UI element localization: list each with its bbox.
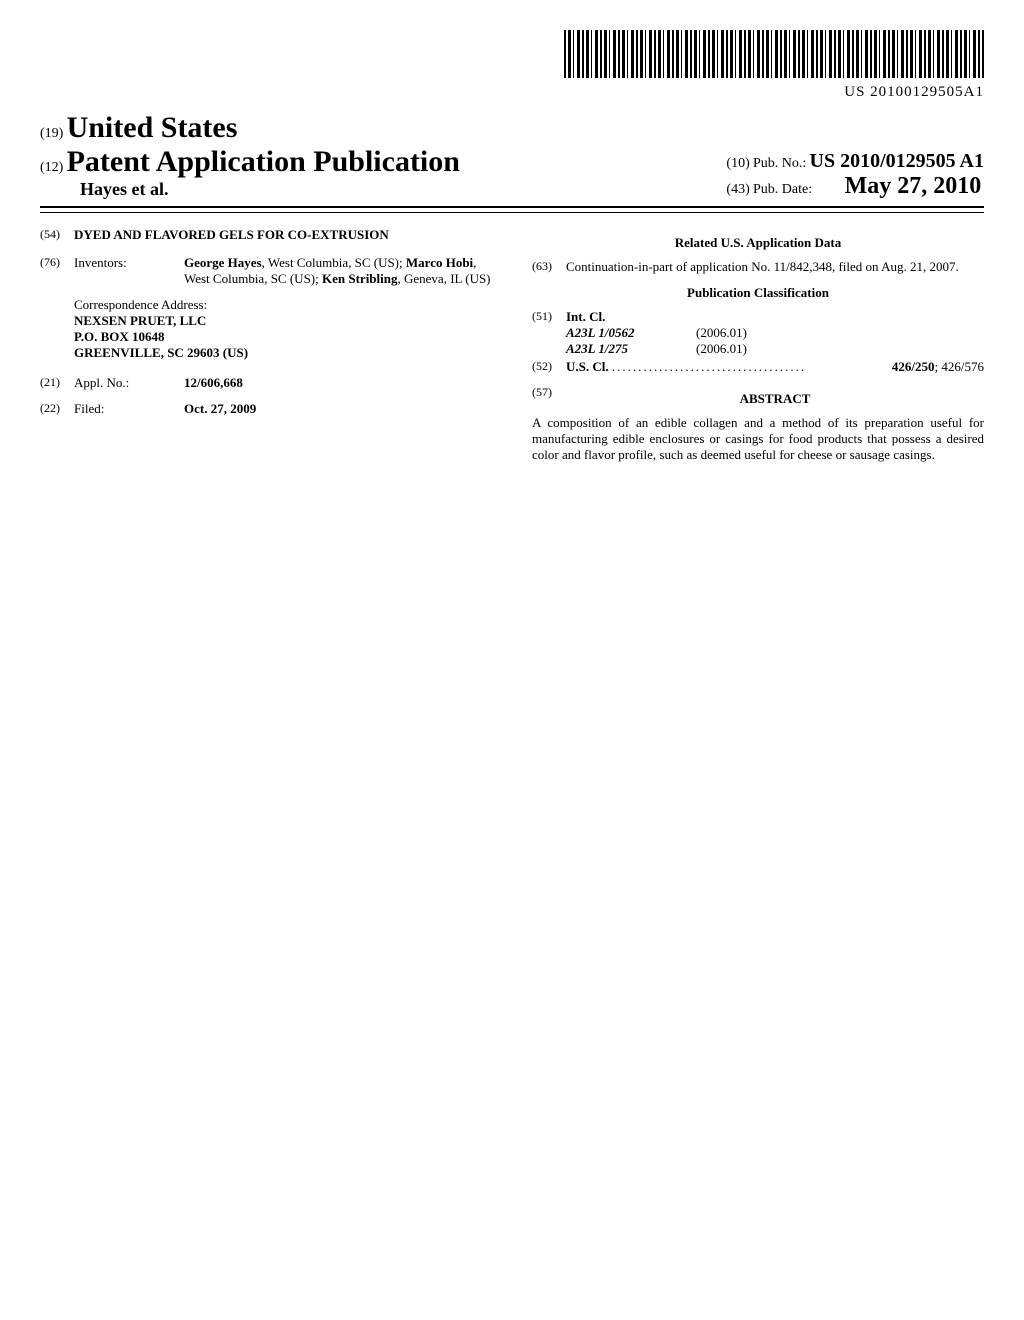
- field-52: (52) U.S. Cl. ..........................…: [532, 359, 984, 375]
- abstract-body: A composition of an edible collagen and …: [532, 415, 984, 463]
- inventor-1: George Hayes: [184, 255, 262, 270]
- correspondence-line2: P.O. BOX 10648: [74, 329, 492, 345]
- field-76-label: Inventors:: [74, 255, 184, 287]
- field-52-label: U.S. Cl.: [566, 359, 609, 374]
- prefix-10: (10): [726, 156, 749, 171]
- right-column: Related U.S. Application Data (63) Conti…: [532, 227, 984, 463]
- field-57-num: (57): [532, 385, 566, 413]
- inventor-2: Marco Hobi: [406, 255, 473, 270]
- two-columns: (54) DYED AND FLAVORED GELS FOR CO-EXTRU…: [40, 227, 984, 463]
- field-21-num: (21): [40, 375, 74, 391]
- divider: [40, 212, 984, 213]
- prefix-43: (43): [726, 182, 749, 197]
- pub-classification-head: Publication Classification: [532, 285, 984, 301]
- field-76: (76) Inventors: George Hayes, West Colum…: [40, 255, 492, 287]
- field-51-label: Int. Cl.: [566, 309, 984, 325]
- uscl-main: 426/250: [892, 359, 935, 374]
- related-data-head: Related U.S. Application Data: [532, 235, 984, 251]
- field-51-num: (51): [532, 309, 566, 357]
- publication-date: May 27, 2010: [845, 173, 982, 199]
- field-51: (51) Int. Cl. A23L 1/0562 (2006.01) A23L…: [532, 309, 984, 357]
- field-51-body: Int. Cl. A23L 1/0562 (2006.01) A23L 1/27…: [566, 309, 984, 357]
- uscl-rest: ; 426/576: [935, 359, 984, 374]
- field-52-body: U.S. Cl. ...............................…: [566, 359, 984, 375]
- inventors-value: George Hayes, West Columbia, SC (US); Ma…: [184, 255, 492, 287]
- abstract-head: ABSTRACT: [566, 391, 984, 407]
- correspondence-line1: NEXSEN PRUET, LLC: [74, 313, 492, 329]
- prefix-19: (19): [40, 126, 63, 141]
- intcl-year-0: (2006.01): [696, 325, 747, 341]
- field-52-num: (52): [532, 359, 566, 375]
- header-row: (19) United States (12) Patent Applicati…: [40, 111, 984, 208]
- pubdate-label: Pub. Date:: [753, 182, 812, 197]
- intcl-code-0: A23L 1/0562: [566, 325, 696, 341]
- barcode-graphic: [564, 30, 984, 78]
- field-63: (63) Continuation-in-part of application…: [532, 259, 984, 275]
- authors-line: Hayes et al.: [80, 179, 460, 200]
- correspondence-label: Correspondence Address:: [74, 297, 492, 313]
- field-63-num: (63): [532, 259, 566, 275]
- field-21: (21) Appl. No.: 12/606,668: [40, 375, 492, 391]
- field-52-dots: .....................................: [612, 359, 806, 374]
- field-21-label: Appl. No.:: [74, 375, 184, 391]
- publication-type: Patent Application Publication: [67, 145, 460, 178]
- application-number: 12/606,668: [184, 375, 492, 391]
- intcl-year-1: (2006.01): [696, 341, 747, 357]
- field-63-value: Continuation-in-part of application No. …: [566, 259, 984, 275]
- pubno-label: Pub. No.:: [753, 156, 806, 171]
- field-57: (57) ABSTRACT: [532, 385, 984, 413]
- country: United States: [67, 111, 238, 144]
- field-22-num: (22): [40, 401, 74, 417]
- intcl-code-1: A23L 1/275: [566, 341, 696, 357]
- field-22-label: Filed:: [74, 401, 184, 417]
- header-right: (10) Pub. No.: US 2010/0129505 A1 (43) P…: [726, 150, 984, 200]
- barcode-number: US 20100129505A1: [844, 84, 984, 100]
- field-76-num: (76): [40, 255, 74, 287]
- header-left: (19) United States (12) Patent Applicati…: [40, 111, 460, 200]
- invention-title: DYED AND FLAVORED GELS FOR CO-EXTRUSION: [74, 227, 492, 243]
- correspondence-block: Correspondence Address: NEXSEN PRUET, LL…: [74, 297, 492, 361]
- field-22: (22) Filed: Oct. 27, 2009: [40, 401, 492, 417]
- inventor-3: Ken Stribling: [322, 271, 398, 286]
- field-54-num: (54): [40, 227, 74, 243]
- field-54: (54) DYED AND FLAVORED GELS FOR CO-EXTRU…: [40, 227, 492, 243]
- prefix-12: (12): [40, 160, 63, 175]
- correspondence-line3: GREENVILLE, SC 29603 (US): [74, 345, 492, 361]
- filed-date: Oct. 27, 2009: [184, 401, 492, 417]
- left-column: (54) DYED AND FLAVORED GELS FOR CO-EXTRU…: [40, 227, 492, 463]
- barcode-block: US 20100129505A1: [40, 30, 984, 101]
- publication-number: US 2010/0129505 A1: [810, 150, 984, 172]
